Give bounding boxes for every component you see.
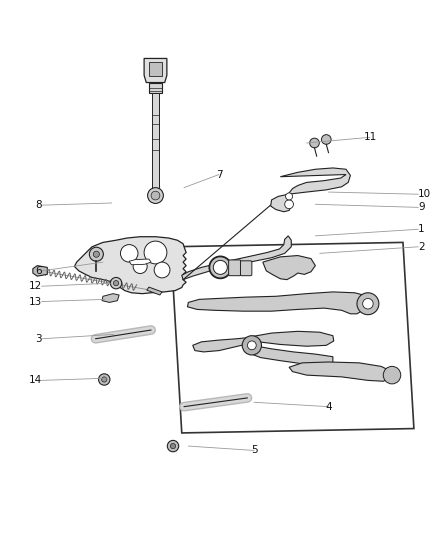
Text: 8: 8 [35,200,42,210]
Circle shape [310,138,319,148]
Text: 6: 6 [35,266,42,276]
Polygon shape [152,93,159,188]
Polygon shape [147,287,162,295]
Polygon shape [182,236,291,280]
Circle shape [113,280,119,286]
Circle shape [242,336,261,355]
Text: 14: 14 [28,375,42,385]
Circle shape [170,443,176,449]
Circle shape [209,256,231,278]
Polygon shape [271,168,350,212]
Polygon shape [171,243,414,433]
Circle shape [120,245,138,262]
Polygon shape [149,83,162,93]
Circle shape [383,366,401,384]
Polygon shape [102,294,119,302]
Polygon shape [193,337,252,352]
Text: 7: 7 [215,169,223,180]
Polygon shape [74,237,186,294]
Circle shape [110,278,122,289]
Polygon shape [252,345,333,366]
Text: 12: 12 [28,281,42,291]
Circle shape [151,191,160,200]
FancyBboxPatch shape [240,261,252,276]
Polygon shape [129,259,151,265]
Polygon shape [187,292,370,314]
Text: 2: 2 [418,242,425,252]
Polygon shape [263,255,315,280]
Circle shape [148,188,163,204]
Circle shape [321,135,331,144]
Text: 1: 1 [418,224,425,235]
Circle shape [285,200,293,209]
Circle shape [93,251,99,257]
Polygon shape [252,332,334,346]
Circle shape [89,247,103,261]
Text: 9: 9 [418,203,425,212]
Circle shape [286,193,293,200]
Circle shape [247,341,256,350]
Text: 13: 13 [28,296,42,306]
Text: 10: 10 [418,189,431,199]
Circle shape [154,262,170,278]
Circle shape [357,293,379,314]
Circle shape [167,440,179,452]
Circle shape [133,260,147,273]
Text: 3: 3 [35,334,42,344]
Text: 5: 5 [251,446,258,456]
Circle shape [144,241,167,264]
Circle shape [363,298,373,309]
Text: 4: 4 [325,402,332,411]
Circle shape [102,377,107,382]
Polygon shape [144,59,167,83]
FancyBboxPatch shape [229,260,241,276]
Polygon shape [149,62,162,76]
Circle shape [99,374,110,385]
Text: 11: 11 [364,132,377,142]
Polygon shape [33,265,47,276]
Circle shape [213,260,227,274]
Polygon shape [289,362,392,381]
